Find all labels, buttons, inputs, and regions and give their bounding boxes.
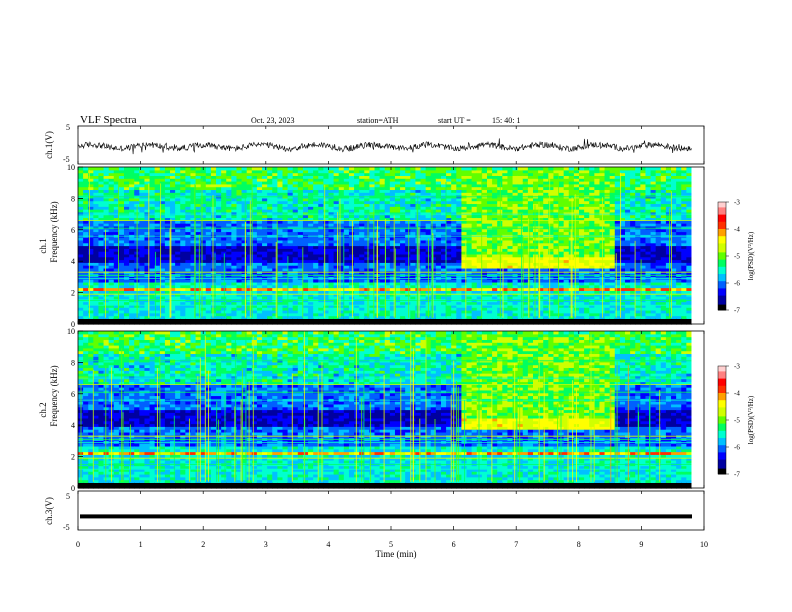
time-axis: 0 1 2 3 4 5 6 7 8 9 10 — [76, 126, 708, 549]
ch1-waveform-panel: 5 -5 ch.1(V) — [44, 123, 705, 165]
ch2-colorbar-label: log(PSD)(V²/Hz) — [747, 395, 755, 444]
ch2-spectrogram-image — [78, 331, 704, 489]
ch1-colorbar-tick: -7 — [734, 307, 740, 315]
header-start-time: 15: 40: 1 — [492, 116, 520, 125]
ch2-colorbar: -3 -4 -5 -6 -7 log(PSD)(V²/Hz) — [717, 363, 755, 479]
header-date: Oct. 23, 2023 — [251, 116, 295, 125]
ch1-spectrogram-panel: 0 2 4 6 8 10 ch.1 Frequency (kHz) -3 -4 -5 -6 -7 l… — [38, 163, 755, 329]
ch1-spectrogram-ylabel: Frequency (kHz) — [49, 201, 59, 262]
ch1-panel-label: ch.1 — [38, 238, 48, 253]
ch1-ytick-label: 8 — [71, 194, 75, 203]
ch1-colorbar-tick: -3 — [734, 199, 740, 207]
time-tick-label: 9 — [639, 540, 643, 549]
ch1-colorbar-label: log(PSD)(V²/Hz) — [747, 231, 755, 280]
ch3-ylabel: ch.3(V) — [44, 497, 54, 525]
ch3-waveform-trace — [80, 514, 692, 519]
ch1-colorbar-tick: -5 — [734, 253, 740, 261]
time-tick-label: 3 — [264, 540, 268, 549]
ch2-ytick-label: 2 — [71, 453, 75, 462]
ch1-colorbar: -3 -4 -5 -6 -7 log(PSD)(V²/Hz) — [717, 199, 755, 315]
ch3-ytick-top: 5 — [66, 492, 70, 501]
time-tick-label: 1 — [139, 540, 143, 549]
ch1-ytick-label: 10 — [67, 163, 75, 172]
ch1-ytick-label: 2 — [71, 289, 75, 298]
time-tick-label: 2 — [201, 540, 205, 549]
ch3-ytick-bottom: -5 — [63, 523, 70, 532]
ch2-colorbar-tick: -6 — [734, 444, 740, 452]
ch1-ytick-top: 5 — [66, 123, 70, 132]
time-tick-label: 5 — [389, 540, 393, 549]
ch2-ytick-label: 6 — [71, 390, 75, 399]
ch2-panel-label: ch.2 — [38, 402, 48, 417]
ch1-ylabel: ch.1(V) — [44, 131, 54, 159]
ch1-spectrogram-image — [78, 167, 704, 325]
ch2-colorbar-tick: -5 — [734, 417, 740, 425]
ch1-ytick-bottom: -5 — [63, 155, 70, 164]
time-tick-label: 0 — [76, 540, 80, 549]
time-tick-label: 8 — [577, 540, 581, 549]
time-tick-label: 10 — [700, 540, 708, 549]
header-start-label: start UT = — [438, 116, 471, 125]
ch2-spectrogram-ylabel: Frequency (kHz) — [49, 365, 59, 426]
ch1-waveform-trace — [77, 138, 692, 155]
ch2-ytick-label: 10 — [67, 327, 75, 336]
ch1-ytick-label: 0 — [71, 320, 75, 329]
ch3-waveform-frame — [77, 490, 705, 531]
ch3-waveform-panel: 5 -5 ch.3(V) — [44, 490, 705, 532]
time-tick-label: 4 — [326, 540, 330, 549]
time-axis-label: Time (min) — [376, 549, 417, 559]
ch1-waveform-frame — [77, 125, 705, 165]
ch1-colorbar-tick: -6 — [734, 280, 740, 288]
time-tick-label: 6 — [452, 540, 456, 549]
ch2-ytick-label: 0 — [71, 484, 75, 493]
ch2-spectrogram-panel: 0 2 4 6 8 10 ch.2 Frequency (kHz) -3 -4 -5 -6 -7 l… — [38, 327, 755, 493]
ch1-ytick-label: 6 — [71, 226, 75, 235]
ch2-ytick-label: 8 — [71, 358, 75, 367]
time-tick-label: 7 — [514, 540, 518, 549]
ch2-colorbar-tick: -3 — [734, 363, 740, 371]
ch1-ytick-label: 4 — [71, 257, 75, 266]
ch1-colorbar-tick: -4 — [734, 226, 740, 234]
ch2-ytick-label: 4 — [71, 421, 75, 430]
ch2-colorbar-tick: -4 — [734, 390, 740, 398]
header-station: station=ATH — [357, 116, 399, 125]
ch2-colorbar-tick: -7 — [734, 471, 740, 479]
figure-title: VLF Spectra — [80, 114, 137, 126]
